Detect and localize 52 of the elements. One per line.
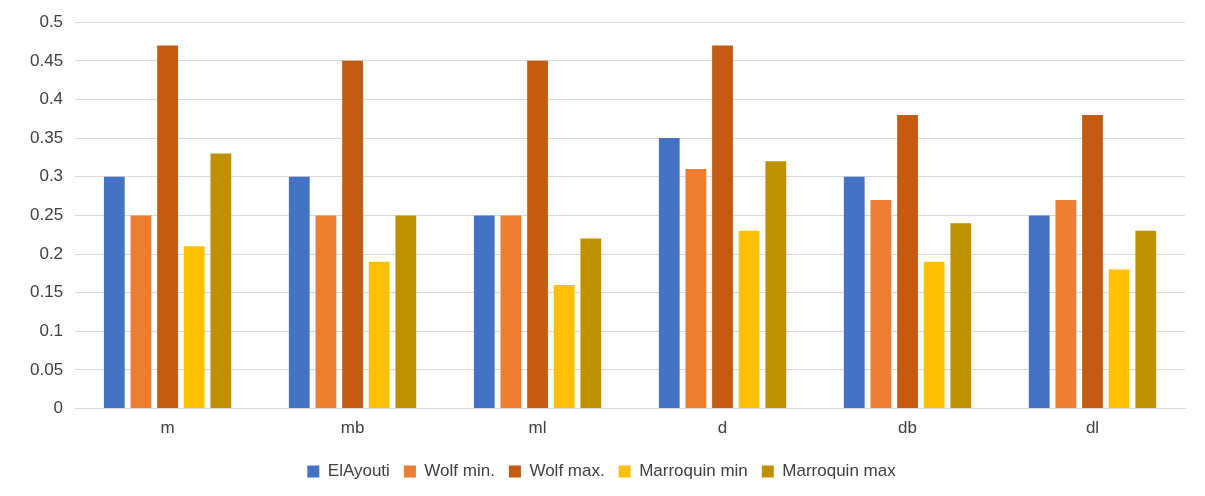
bar <box>553 284 575 409</box>
bar <box>897 114 918 409</box>
bar <box>870 199 892 409</box>
legend-label: Marroquin max <box>782 461 897 481</box>
bar <box>738 230 760 409</box>
y-tick-label: 0.5 <box>39 11 64 31</box>
y-tick-label: 0.2 <box>39 243 64 263</box>
y-tick-label: 0.35 <box>29 127 64 147</box>
x-tick-label: ml <box>528 418 547 438</box>
bar <box>1108 269 1130 409</box>
bar <box>843 176 865 409</box>
bar <box>658 138 680 409</box>
legend-label: Wolf max. <box>529 461 605 481</box>
bar <box>580 238 602 409</box>
bar <box>1055 199 1077 409</box>
bar <box>473 215 495 409</box>
bar <box>1028 215 1050 409</box>
x-tick-label: m <box>160 418 175 438</box>
y-tick-label: 0.4 <box>39 89 64 109</box>
bar <box>130 215 152 409</box>
y-tick-label: 0.15 <box>29 282 64 302</box>
bar <box>923 261 945 409</box>
y-tick-label: 0.45 <box>29 50 64 70</box>
bar <box>157 45 178 409</box>
bar <box>103 176 125 409</box>
y-tick-label: 0.1 <box>39 321 64 341</box>
x-tick-label: dl <box>1085 418 1100 438</box>
bar <box>395 215 417 409</box>
y-tick-label: 0.25 <box>29 205 64 225</box>
bar <box>712 45 733 409</box>
bar <box>500 215 522 409</box>
bar <box>1082 114 1103 409</box>
bar <box>368 261 390 409</box>
bar <box>527 60 548 409</box>
y-tick-label: 0.05 <box>29 359 64 379</box>
bar <box>1135 230 1157 409</box>
x-tick-label: mb <box>340 418 365 438</box>
bar <box>765 161 787 409</box>
bar <box>210 153 232 409</box>
bar <box>342 60 363 409</box>
x-tick-label: db <box>898 418 917 438</box>
legend-label: Wolf min. <box>424 461 495 481</box>
bar <box>315 215 337 409</box>
bar <box>183 246 205 409</box>
y-tick-label: 0 <box>53 398 64 418</box>
x-tick-label: d <box>717 418 728 438</box>
bar <box>288 176 310 409</box>
legend-label: ElAyouti <box>327 461 390 481</box>
bar <box>685 169 707 409</box>
y-tick-label: 0.3 <box>39 166 64 186</box>
bar <box>950 223 972 409</box>
legend-label: Marroquin min <box>639 461 748 481</box>
